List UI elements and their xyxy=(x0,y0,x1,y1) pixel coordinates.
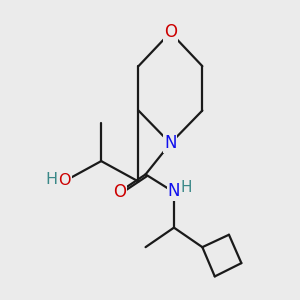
Text: N: N xyxy=(168,182,180,200)
Text: O: O xyxy=(58,173,71,188)
Text: N: N xyxy=(164,134,177,152)
Text: H: H xyxy=(181,180,192,195)
Text: O: O xyxy=(113,183,126,201)
Text: O: O xyxy=(164,23,177,41)
Text: H: H xyxy=(46,172,58,187)
